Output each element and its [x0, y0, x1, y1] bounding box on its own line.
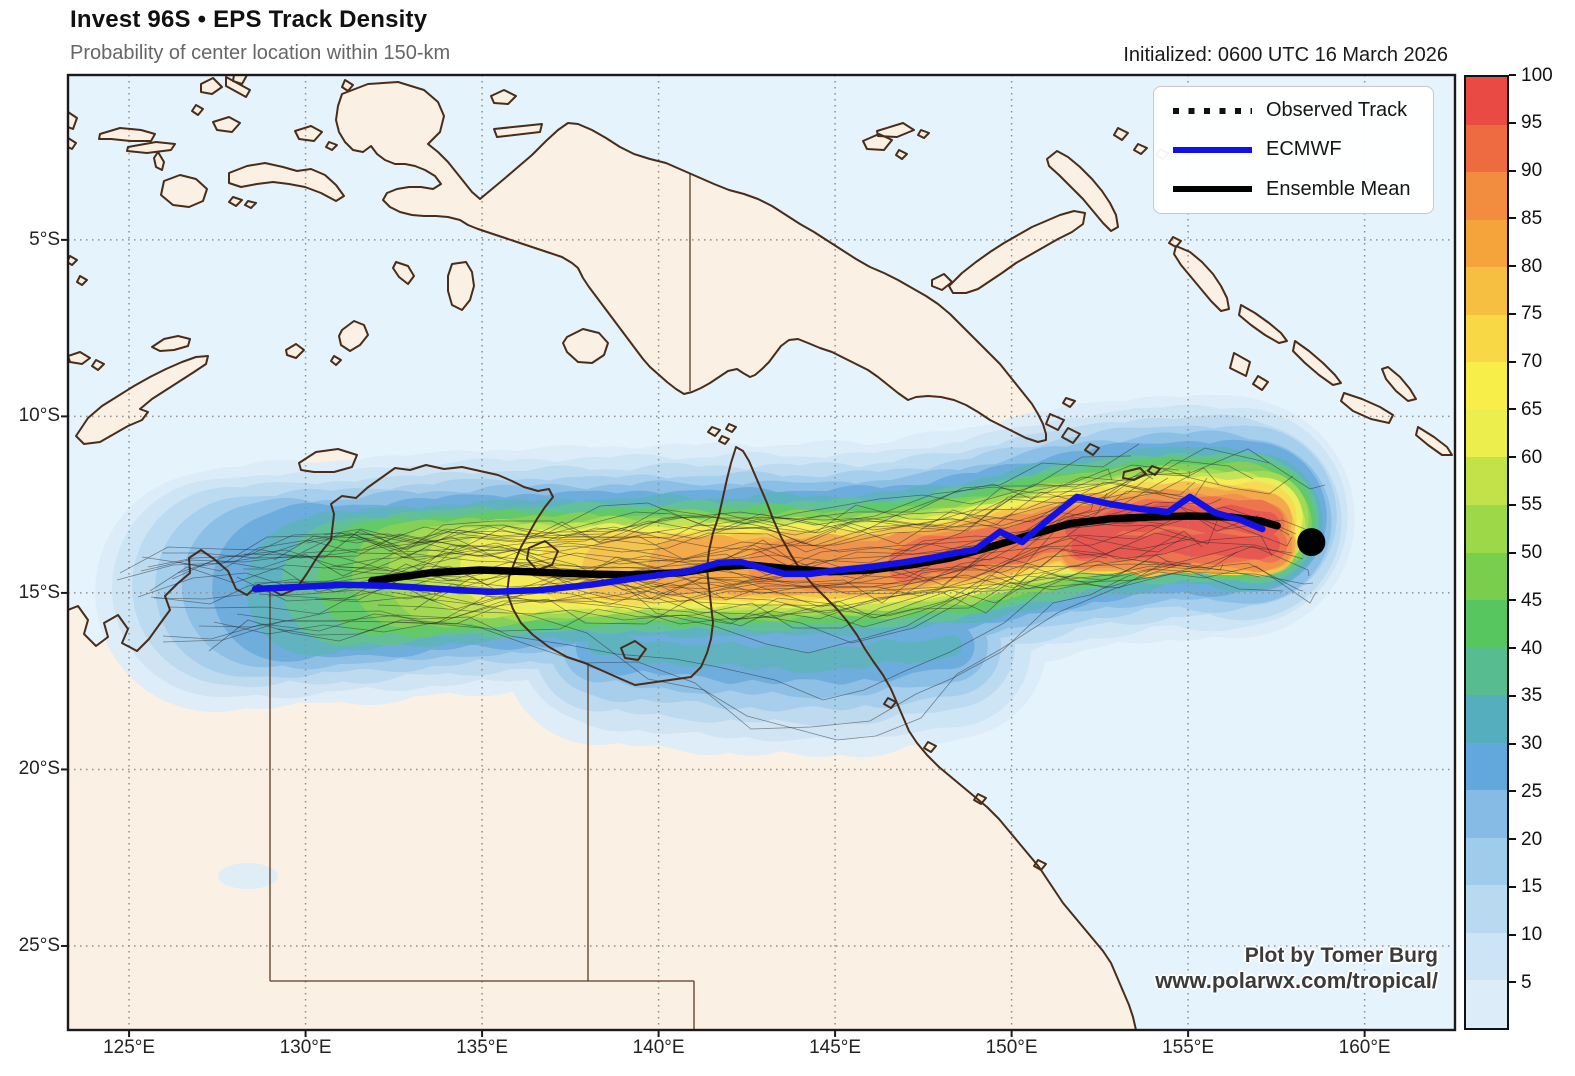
- ensemble-mean-line-swatch-icon: [1173, 186, 1252, 193]
- colorbar-segment: [1466, 409, 1507, 458]
- colorbar-tick-label: 25: [1521, 780, 1543, 802]
- colorbar: [1464, 75, 1509, 1030]
- colorbar-segment: [1466, 742, 1507, 791]
- legend-item-observed: Observed Track: [1154, 99, 1433, 122]
- colorbar-tick: [1509, 838, 1516, 840]
- colorbar-segment: [1466, 552, 1507, 601]
- y-tick-label: 10°S: [18, 405, 60, 427]
- colorbar-tick-label: 15: [1521, 876, 1543, 898]
- attribution-author: Plot by Tomer Burg: [1244, 944, 1438, 967]
- colorbar-tick-label: 65: [1521, 398, 1543, 420]
- colorbar-tick-label: 100: [1521, 64, 1553, 86]
- attribution-url: www.polarwx.com/tropical/: [1155, 968, 1438, 993]
- legend-label: Observed Track: [1266, 99, 1408, 122]
- colorbar-tick: [1509, 312, 1516, 315]
- colorbar-segment: [1466, 600, 1507, 648]
- x-tick-label: 160°E: [1338, 1037, 1391, 1058]
- legend-item-ensemble-mean: Ensemble Mean: [1154, 178, 1433, 201]
- colorbar-segment: [1466, 124, 1507, 173]
- legend: Observed Track ECMWF Ensemble Mean: [1153, 86, 1434, 214]
- colorbar-tick-label: 20: [1521, 828, 1543, 850]
- colorbar-tick: [1509, 169, 1516, 172]
- x-tick-label: 145°E: [809, 1037, 862, 1058]
- colorbar-segment: [1466, 504, 1507, 553]
- colorbar-tick: [1509, 360, 1516, 363]
- colorbar-tick: [1509, 551, 1516, 554]
- colorbar-segment: [1466, 219, 1507, 268]
- colorbar-tick: [1509, 74, 1516, 76]
- attribution: Plot by Tomer Burg www.polarwx.com/tropi…: [1155, 944, 1438, 994]
- y-tick-label: 5°S: [29, 228, 60, 250]
- colorbar-tick-label: 35: [1521, 685, 1543, 707]
- colorbar-tick-label: 50: [1521, 542, 1543, 563]
- observed-track-swatch-icon: [1173, 107, 1252, 114]
- colorbar-segment: [1466, 647, 1507, 696]
- forecast-tracks: [251, 493, 1326, 596]
- colorbar-segment: [1466, 980, 1507, 1028]
- colorbar-tick-label: 75: [1521, 303, 1543, 325]
- x-tick-label: 155°E: [1162, 1037, 1215, 1058]
- colorbar-tick-label: 90: [1521, 160, 1543, 181]
- page-subtitle: Probability of center location within 15…: [70, 42, 451, 64]
- colorbar-segment: [1466, 172, 1507, 220]
- colorbar-tick-label: 80: [1521, 255, 1543, 277]
- x-tick-label: 150°E: [985, 1037, 1038, 1058]
- initialization-time: Initialized: 0600 UTC 16 March 2026: [1123, 44, 1448, 66]
- colorbar-tick: [1509, 933, 1516, 936]
- colorbar-tick-label: 55: [1521, 494, 1543, 516]
- colorbar-segment: [1466, 837, 1507, 886]
- colorbar-segment: [1466, 932, 1507, 981]
- colorbar-segment: [1466, 790, 1507, 838]
- axis-ticks: [61, 238, 1366, 1037]
- colorbar-segment: [1466, 77, 1507, 125]
- colorbar-tick-label: 70: [1521, 351, 1543, 372]
- colorbar-tick: [1509, 981, 1516, 984]
- colorbar-segment: [1466, 885, 1507, 933]
- map-frame: [66, 73, 1457, 1032]
- colorbar-segment: [1466, 267, 1507, 315]
- colorbar-tick-label: 40: [1521, 637, 1543, 659]
- legend-item-ecmwf: ECMWF: [1154, 138, 1433, 161]
- colorbar-tick: [1509, 885, 1516, 888]
- state-borders: [269, 174, 695, 1030]
- colorbar-tick: [1509, 456, 1516, 458]
- colorbar-tick: [1509, 742, 1516, 745]
- colorbar-tick-label: 10: [1521, 924, 1543, 945]
- ecmwf-line-swatch-icon: [1173, 146, 1252, 153]
- x-tick-label: 130°E: [279, 1037, 332, 1058]
- colorbar-tick: [1509, 265, 1516, 267]
- colorbar-tick: [1509, 647, 1516, 649]
- colorbar-tick: [1509, 503, 1516, 506]
- colorbar-segment: [1466, 314, 1507, 363]
- x-tick-label: 125°E: [103, 1037, 156, 1058]
- y-tick-label: 20°S: [18, 758, 60, 780]
- colorbar-tick: [1509, 790, 1516, 793]
- colorbar-segment: [1466, 362, 1507, 410]
- legend-label: Ensemble Mean: [1266, 177, 1411, 200]
- colorbar-tick-label: 5: [1521, 971, 1532, 993]
- x-tick-label: 140°E: [632, 1037, 685, 1058]
- x-tick-label: 135°E: [456, 1037, 509, 1058]
- colorbar-tick: [1509, 408, 1516, 411]
- legend-label: ECMWF: [1266, 138, 1342, 161]
- colorbar-tick: [1509, 599, 1516, 602]
- y-tick-label: 15°S: [18, 581, 60, 603]
- colorbar-tick-label: 85: [1521, 207, 1543, 229]
- colorbar-segment: [1466, 457, 1507, 505]
- page-title: Invest 96S • EPS Track Density: [70, 6, 428, 33]
- colorbar-tick: [1509, 121, 1516, 124]
- colorbar-tick-label: 30: [1521, 733, 1543, 754]
- colorbar-tick-label: 60: [1521, 446, 1543, 468]
- colorbar-segment: [1466, 695, 1507, 743]
- colorbar-tick-label: 95: [1521, 112, 1543, 134]
- y-tick-label: 25°S: [18, 934, 60, 956]
- colorbar-tick: [1509, 217, 1516, 220]
- colorbar-tick: [1509, 694, 1516, 697]
- colorbar-tick-label: 45: [1521, 589, 1543, 611]
